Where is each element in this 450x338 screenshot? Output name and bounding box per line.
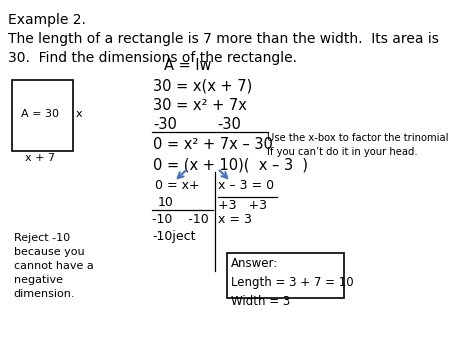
Text: Use the x-box to factor the trinomial
if you can’t do it in your head.: Use the x-box to factor the trinomial if… bbox=[267, 133, 449, 157]
Text: -30: -30 bbox=[153, 117, 177, 132]
Text: Answer:
Length = 3 + 7 = 10
Width = 3: Answer: Length = 3 + 7 = 10 Width = 3 bbox=[231, 257, 353, 308]
Text: -10ject: -10ject bbox=[152, 230, 196, 243]
Text: -30: -30 bbox=[217, 117, 241, 132]
Text: 30.  Find the dimensions of the rectangle.: 30. Find the dimensions of the rectangle… bbox=[9, 51, 297, 65]
Text: x – 3 = 0: x – 3 = 0 bbox=[218, 178, 274, 192]
Text: 30 = x(x + 7): 30 = x(x + 7) bbox=[153, 78, 252, 93]
Text: Example 2.: Example 2. bbox=[9, 13, 86, 27]
Text: x: x bbox=[75, 110, 82, 119]
Text: x = 3: x = 3 bbox=[218, 214, 252, 226]
Text: 0 = (x + 10)(  x – 3  ): 0 = (x + 10)( x – 3 ) bbox=[153, 158, 308, 172]
Text: 30 = x² + 7x: 30 = x² + 7x bbox=[153, 98, 247, 114]
Text: A = 30: A = 30 bbox=[21, 110, 58, 119]
Text: 0 = x+: 0 = x+ bbox=[155, 178, 199, 192]
Text: A = lw: A = lw bbox=[163, 58, 211, 73]
FancyBboxPatch shape bbox=[227, 253, 344, 298]
Text: 0 = x² + 7x – 30: 0 = x² + 7x – 30 bbox=[153, 137, 273, 152]
Text: x + 7: x + 7 bbox=[25, 153, 55, 163]
Text: 10: 10 bbox=[158, 196, 174, 209]
FancyBboxPatch shape bbox=[12, 80, 73, 150]
Text: Reject -10
because you
cannot have a
negative
dimension.: Reject -10 because you cannot have a neg… bbox=[14, 233, 93, 299]
Text: -10    -10: -10 -10 bbox=[152, 214, 209, 226]
Text: +3   +3: +3 +3 bbox=[218, 199, 267, 212]
Text: The length of a rectangle is 7 more than the width.  Its area is: The length of a rectangle is 7 more than… bbox=[9, 32, 439, 46]
